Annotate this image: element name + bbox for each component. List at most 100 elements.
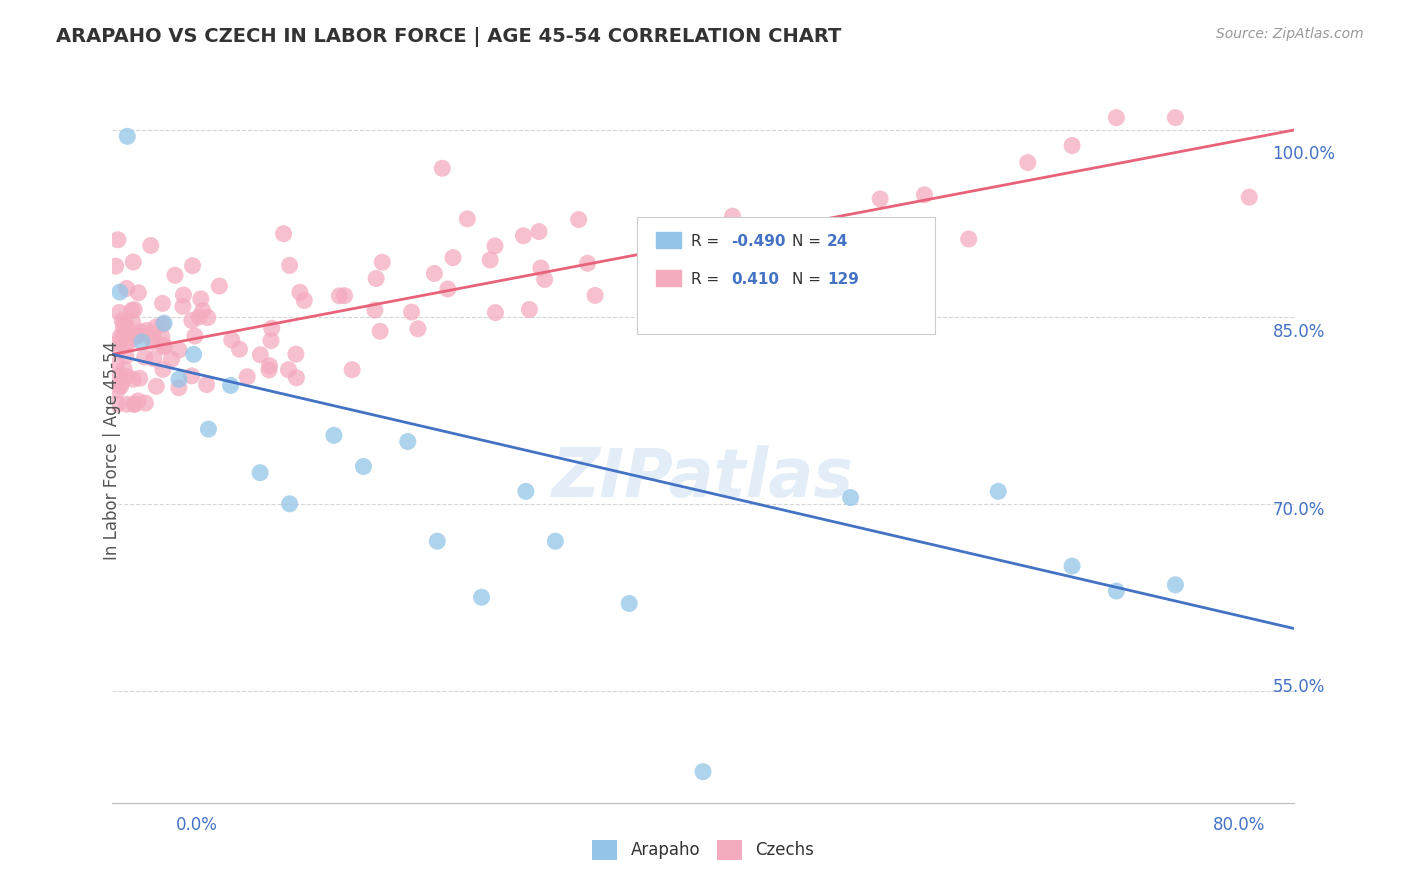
- Point: [987, 484, 1010, 499]
- Point: [333, 288, 356, 302]
- Point: [426, 534, 449, 549]
- Point: [167, 372, 190, 386]
- Point: [1062, 138, 1084, 153]
- Text: Source: ZipAtlas.com: Source: ZipAtlas.com: [1216, 27, 1364, 41]
- Point: [152, 362, 174, 376]
- Legend: Arapaho, Czechs: Arapaho, Czechs: [585, 833, 821, 867]
- Point: [406, 322, 429, 336]
- Point: [396, 434, 419, 449]
- Point: [131, 334, 153, 349]
- Point: [219, 378, 242, 392]
- Point: [1017, 155, 1039, 169]
- Point: [527, 225, 550, 239]
- Point: [111, 375, 134, 389]
- Point: [134, 350, 156, 364]
- Point: [160, 352, 183, 367]
- Point: [340, 362, 363, 376]
- Point: [328, 289, 350, 303]
- Point: [150, 329, 173, 343]
- Point: [957, 232, 980, 246]
- Point: [114, 326, 136, 340]
- Point: [142, 351, 165, 366]
- Point: [1105, 584, 1128, 599]
- Point: [122, 255, 145, 269]
- Text: 100.0%: 100.0%: [1272, 145, 1336, 163]
- Point: [163, 268, 186, 283]
- Text: 24: 24: [827, 234, 848, 249]
- Text: 0.0%: 0.0%: [176, 816, 218, 834]
- Point: [142, 334, 165, 349]
- Text: 70.0%: 70.0%: [1272, 500, 1324, 518]
- Point: [128, 371, 150, 385]
- Text: 55.0%: 55.0%: [1272, 678, 1324, 697]
- Point: [115, 318, 138, 332]
- Point: [108, 342, 131, 356]
- Point: [423, 267, 446, 281]
- Point: [796, 251, 818, 265]
- Text: ZIPatlas: ZIPatlas: [553, 445, 853, 510]
- Point: [366, 271, 388, 285]
- Point: [352, 459, 374, 474]
- Point: [112, 328, 135, 343]
- Point: [323, 428, 346, 442]
- Text: -0.490: -0.490: [731, 234, 786, 249]
- Point: [1062, 559, 1084, 574]
- Point: [914, 187, 936, 202]
- Point: [484, 305, 506, 319]
- Point: [107, 397, 129, 411]
- Text: In Labor Force | Age 45-54: In Labor Force | Age 45-54: [104, 341, 121, 560]
- Point: [228, 343, 250, 357]
- Point: [184, 329, 207, 343]
- Point: [257, 363, 280, 377]
- Point: [125, 328, 148, 343]
- Point: [512, 228, 534, 243]
- Point: [139, 238, 162, 252]
- Point: [278, 259, 301, 273]
- Point: [273, 227, 295, 241]
- Point: [124, 397, 146, 411]
- Point: [195, 377, 218, 392]
- Point: [692, 764, 714, 779]
- Point: [114, 338, 136, 352]
- Point: [108, 369, 131, 384]
- Point: [129, 325, 152, 339]
- Point: [110, 330, 132, 344]
- Point: [172, 300, 194, 314]
- Point: [111, 314, 134, 328]
- Point: [544, 534, 567, 549]
- Point: [368, 324, 391, 338]
- Point: [112, 317, 135, 331]
- Text: N =: N =: [792, 272, 825, 287]
- Point: [104, 259, 127, 273]
- Point: [105, 358, 128, 372]
- Point: [167, 343, 190, 357]
- Text: 80.0%: 80.0%: [1213, 816, 1265, 834]
- Point: [117, 129, 138, 144]
- Point: [188, 310, 211, 324]
- Point: [115, 397, 138, 411]
- Point: [180, 368, 202, 383]
- Point: [278, 497, 301, 511]
- Point: [120, 334, 142, 348]
- Point: [364, 303, 387, 318]
- Point: [249, 466, 271, 480]
- Point: [515, 484, 537, 499]
- Point: [190, 292, 212, 306]
- Point: [236, 369, 259, 384]
- Point: [108, 305, 131, 319]
- Point: [105, 384, 128, 398]
- Point: [110, 379, 132, 393]
- Point: [181, 259, 204, 273]
- Point: [260, 321, 283, 335]
- Point: [484, 239, 506, 253]
- Point: [432, 161, 454, 176]
- Point: [135, 324, 157, 338]
- Point: [1239, 190, 1261, 204]
- Point: [152, 340, 174, 354]
- Point: [117, 326, 139, 341]
- Point: [107, 335, 129, 350]
- Text: R =: R =: [690, 272, 724, 287]
- Point: [134, 396, 156, 410]
- Point: [127, 285, 149, 300]
- Point: [839, 491, 862, 505]
